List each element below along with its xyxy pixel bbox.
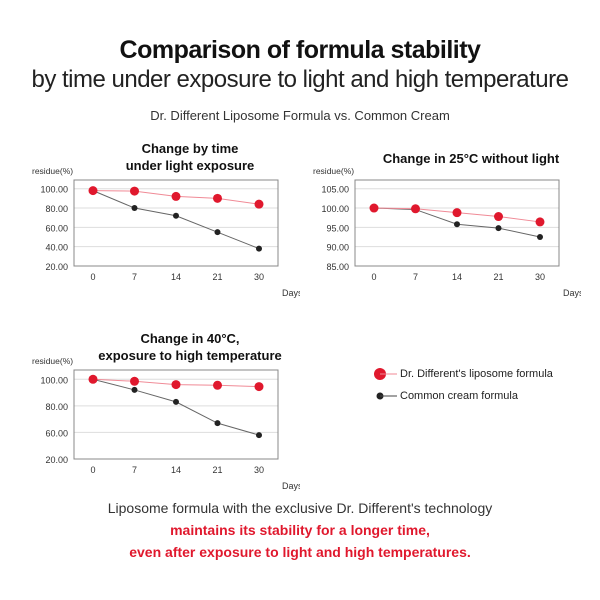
x-tick-label: 30: [254, 272, 264, 282]
liposome-point: [213, 193, 222, 203]
liposome-point: [88, 374, 98, 384]
y-tick-label: 100.00: [40, 375, 68, 385]
liposome-point: [254, 382, 264, 392]
x-tick-label: 21: [493, 272, 503, 282]
y-tick-label: 20.00: [45, 262, 68, 272]
liposome-point: [369, 203, 379, 213]
y-tick-label: 80.00: [45, 402, 68, 412]
chart-svg: 20.00 40.00 60.00 80.00 100.00 residue(%) 0 7 14…: [32, 166, 300, 298]
liposome-point: [130, 376, 139, 386]
liposome-point: [452, 208, 462, 218]
y-axis-label: residue(%): [313, 166, 354, 176]
common-point: [454, 221, 460, 228]
x-tick-label: 7: [413, 272, 418, 282]
chart-svg: 85.00 90.00 95.00 100.00 105.00 residue(%) 0 7 1…: [313, 166, 581, 298]
chart-25c: Change in 25°C without light 85.00 90.00 9…: [311, 138, 581, 318]
y-tick-label: 105.00: [321, 185, 349, 195]
x-axis-label: Days: [563, 288, 581, 298]
y-tick-label: 60.00: [45, 223, 68, 233]
chart-title: Change in 25°C without light: [382, 151, 560, 166]
common-point: [256, 245, 262, 252]
y-tick-label: 85.00: [326, 262, 349, 272]
x-tick-label: 0: [371, 272, 376, 282]
comparison-label: Dr. Different Liposome Formula vs. Commo…: [150, 108, 450, 123]
common-point: [537, 234, 543, 241]
common-point: [173, 398, 179, 405]
y-tick-label: 100.00: [321, 204, 349, 214]
liposome-point: [411, 204, 420, 214]
y-tick-label: 60.00: [45, 428, 68, 438]
legend-marker-red: [374, 368, 397, 380]
x-tick-label: 14: [171, 465, 181, 475]
x-tick-label: 30: [254, 465, 264, 475]
common-point: [495, 225, 502, 232]
chart-svg: 20.00 60.00 80.00 100.00 residue(%) 0 7 14 21 30 D…: [32, 356, 300, 491]
x-axis-label: Days: [282, 288, 300, 298]
liposome-point: [88, 186, 98, 196]
plot-frame: [354, 179, 560, 267]
plot-frame: [73, 179, 279, 267]
x-tick-label: 14: [452, 272, 462, 282]
main-title: Comparison of formula stability: [119, 36, 481, 64]
common-point: [173, 212, 179, 219]
y-tick-label: 90.00: [326, 243, 349, 253]
y-tick-label: 95.00: [326, 223, 349, 233]
x-tick-label: 21: [212, 272, 222, 282]
chart-40c: Change in 40°C, exposure to high temperat…: [30, 328, 300, 508]
x-tick-label: 21: [212, 465, 222, 475]
x-tick-label: 30: [535, 272, 545, 282]
common-point: [214, 229, 221, 236]
liposome-point: [171, 191, 181, 201]
y-tick-label: 40.00: [45, 243, 68, 253]
x-axis-label: Days: [282, 481, 300, 491]
common-point: [131, 386, 138, 393]
y-tick-label: 20.00: [45, 455, 68, 465]
x-tick-label: 7: [132, 272, 137, 282]
y-axis-label: residue(%): [32, 166, 73, 176]
liposome-point: [494, 212, 503, 222]
liposome-point: [213, 380, 222, 390]
x-tick-label: 7: [132, 465, 137, 475]
x-tick-label: 0: [90, 465, 95, 475]
legend-marker-black: [376, 392, 397, 400]
y-axis-label: residue(%): [32, 356, 73, 366]
subtitle: by time under exposure to light and high…: [31, 66, 569, 93]
footer-line-1: Liposome formula with the exclusive Dr. …: [107, 500, 493, 516]
common-point: [256, 432, 262, 439]
footer-line-3: even after exposure to light and high te…: [129, 544, 471, 560]
common-point: [131, 205, 138, 212]
liposome-point: [130, 186, 139, 196]
footer-line-2: maintains its stability for a longer tim…: [170, 522, 430, 538]
common-point: [214, 420, 221, 427]
y-tick-label: 80.00: [45, 204, 68, 214]
liposome-point: [254, 199, 264, 209]
chart-title: Change in 40°C, exposure to high temperat…: [98, 331, 282, 363]
chart-light-exposure: Change by time under light exposure 20.00…: [30, 138, 300, 318]
plot-frame: [73, 369, 279, 460]
liposome-point: [171, 380, 181, 390]
x-tick-label: 0: [90, 272, 95, 282]
legend-common: Common cream formula: [373, 389, 518, 403]
x-tick-label: 14: [171, 272, 181, 282]
legend-liposome: Dr. Different's liposome formula: [373, 367, 553, 381]
y-tick-label: 100.00: [40, 185, 68, 195]
liposome-point: [535, 217, 545, 227]
chart-title: Change by time under light exposure: [125, 141, 255, 173]
